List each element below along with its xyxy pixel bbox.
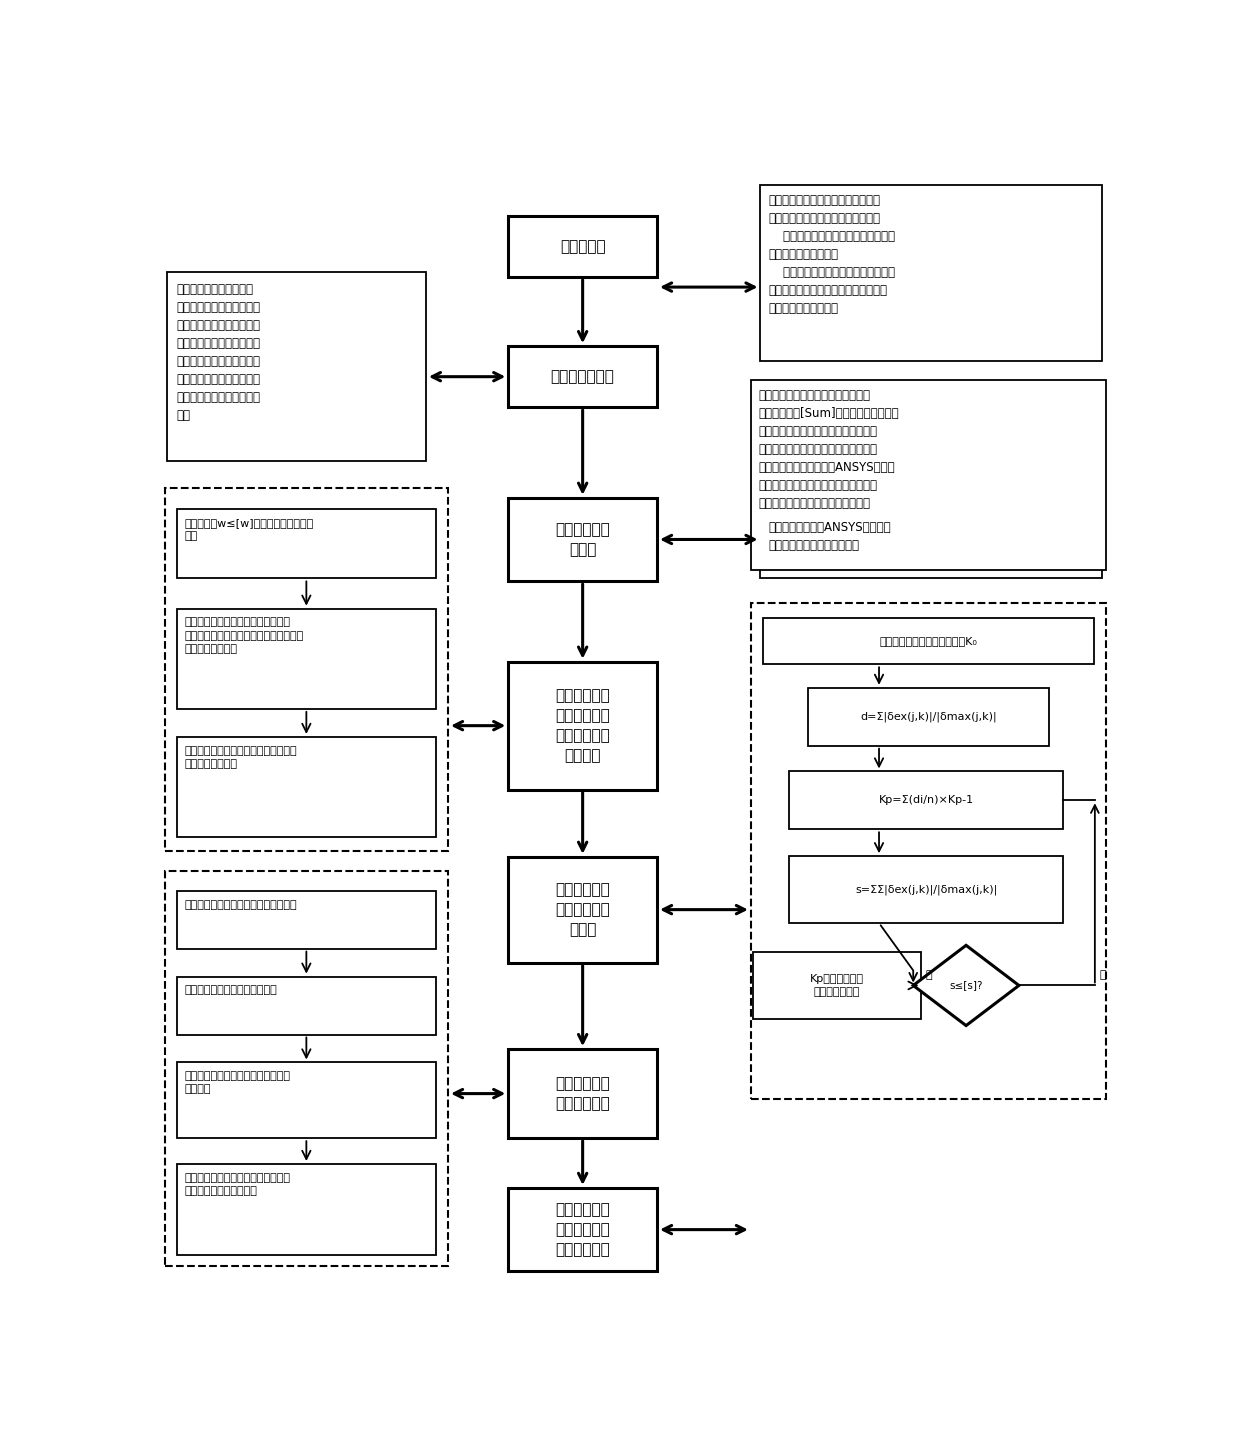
Text: 利用小波包分解技术剔除
应变数据中的动应变成分，
对同一截面上的应变传感器
监测值进行平均，以消除弯
曲应变的影响，对同一桥墩
上下游的支座的监测数据进
行平均: 利用小波包分解技术剔除 应变数据中的动应变成分， 对同一截面上的应变传感器 监测… [176, 282, 260, 421]
Bar [760, 511, 1101, 579]
Text: 是: 是 [926, 970, 932, 980]
Text: s≤[s]?: s≤[s]? [950, 980, 983, 990]
Text: s=ΣΣ|δex(j,k)|/|δmax(j,k)|: s=ΣΣ|δex(j,k)|/|δmax(j,k)| [856, 885, 997, 895]
Bar [177, 737, 435, 837]
Polygon shape [913, 946, 1019, 1025]
Bar [177, 1164, 435, 1255]
Bar [165, 870, 448, 1267]
Text: 假定支座水平刚度初始值均为K₀: 假定支座水平刚度初始值均为K₀ [879, 636, 977, 646]
Text: 筛选出风速w≤[w]级的日子的传感器监
测值: 筛选出风速w≤[w]级的日子的传感器监 测值 [185, 518, 314, 542]
Text: d=Σ|δex(j,k)|/|δmax(j,k)|: d=Σ|δex(j,k)|/|δmax(j,k)| [861, 711, 997, 723]
Text: 采用温度监测
数据对初始有
限元模型施加
温度荷载: 采用温度监测 数据对初始有 限元模型施加 温度荷载 [556, 688, 610, 763]
Text: 布设传感器: 布设传感器 [559, 239, 605, 253]
Text: 建立初始有限
元模型: 建立初始有限 元模型 [556, 523, 610, 557]
Bar [764, 617, 1094, 665]
Bar [508, 216, 657, 277]
Text: 利用概率有限元分析技术获得大量参
数样本值: 利用概率有限元分析技术获得大量参 数样本值 [185, 1072, 291, 1095]
Bar [508, 498, 657, 581]
Bar [166, 272, 427, 462]
Text: 在筛选出的天数中选取温差最大的一
天，其他时刻的数据与所述初始值相减取
的结果作为相对值: 在筛选出的天数中选取温差最大的一 天，其他时刻的数据与所述初始值相减取 的结果作… [185, 617, 304, 654]
Text: 温度传感器：应重点在钢桥横截面沿
结构高度方向不同构件上进行布设；
    支座纵向伸缩仪：在各个桥墩的上下
游支座上均进行布设；
    应变传感器：对出现腐: 温度传感器：应重点在钢桥横截面沿 结构高度方向不同构件上进行布设； 支座纵向伸缩… [768, 194, 895, 314]
Text: 定义概率有限元分析的输出参数: 定义概率有限元分析的输出参数 [185, 986, 278, 995]
Bar [165, 488, 448, 850]
Text: 处理传感器数据: 处理传感器数据 [551, 369, 615, 384]
Text: Kp作为支座水平
刚度，迭代结束: Kp作为支座水平 刚度，迭代结束 [810, 975, 864, 998]
Bar [508, 662, 657, 789]
Bar [508, 857, 657, 963]
Text: 根据设计数据基于ANSYS大型有限
元软件建立初步有限元模型。: 根据设计数据基于ANSYS大型有限 元软件建立初步有限元模型。 [768, 520, 890, 552]
Bar [808, 688, 1049, 746]
Bar [508, 1187, 657, 1271]
Bar [789, 772, 1063, 830]
Bar [177, 608, 435, 710]
Bar [177, 976, 435, 1034]
Text: 选取灵敏度分析中与输出变量相关系
数累加值大于[Sum]作为优化参数，约束
条件包括结构模态频率、支座纵向伸缩
仪所处支座的位移和应变传感器所在杆
件的轴向应变: 选取灵敏度分析中与输出变量相关系 数累加值大于[Sum]作为优化参数，约束 条件… [759, 390, 899, 510]
Bar [751, 379, 1106, 569]
Bar [177, 1063, 435, 1138]
Text: 否: 否 [1100, 970, 1106, 980]
Bar [508, 346, 657, 407]
Text: Kp=Σ(di/n)×Kp-1: Kp=Σ(di/n)×Kp-1 [879, 795, 973, 805]
Text: 建立误差变量参数化的随机有限元模型: 建立误差变量参数化的随机有限元模型 [185, 899, 298, 909]
Text: 对大跨钢桥进
行灵敏度分析: 对大跨钢桥进 行灵敏度分析 [556, 1076, 610, 1111]
Bar [177, 510, 435, 579]
Bar [177, 891, 435, 948]
Bar [751, 602, 1106, 1099]
Bar [753, 951, 921, 1019]
Text: 根据实测数据
对初步有限元
模型进行优化: 根据实测数据 对初步有限元 模型进行优化 [556, 1202, 610, 1257]
Bar [760, 185, 1101, 361]
Bar [508, 1048, 657, 1138]
Bar [789, 856, 1063, 922]
Text: 基于迭代法初
步确定支座水
平刚度: 基于迭代法初 步确定支座水 平刚度 [556, 882, 610, 937]
Text: 通过线性差值确定未布设温度传感器构
件的温度荷载分布: 通过线性差值确定未布设温度传感器构 件的温度荷载分布 [185, 746, 298, 769]
Text: 进行一定循环后得到输入参数与输出
参数的线性相关系数矩阵: 进行一定循环后得到输入参数与输出 参数的线性相关系数矩阵 [185, 1173, 291, 1196]
